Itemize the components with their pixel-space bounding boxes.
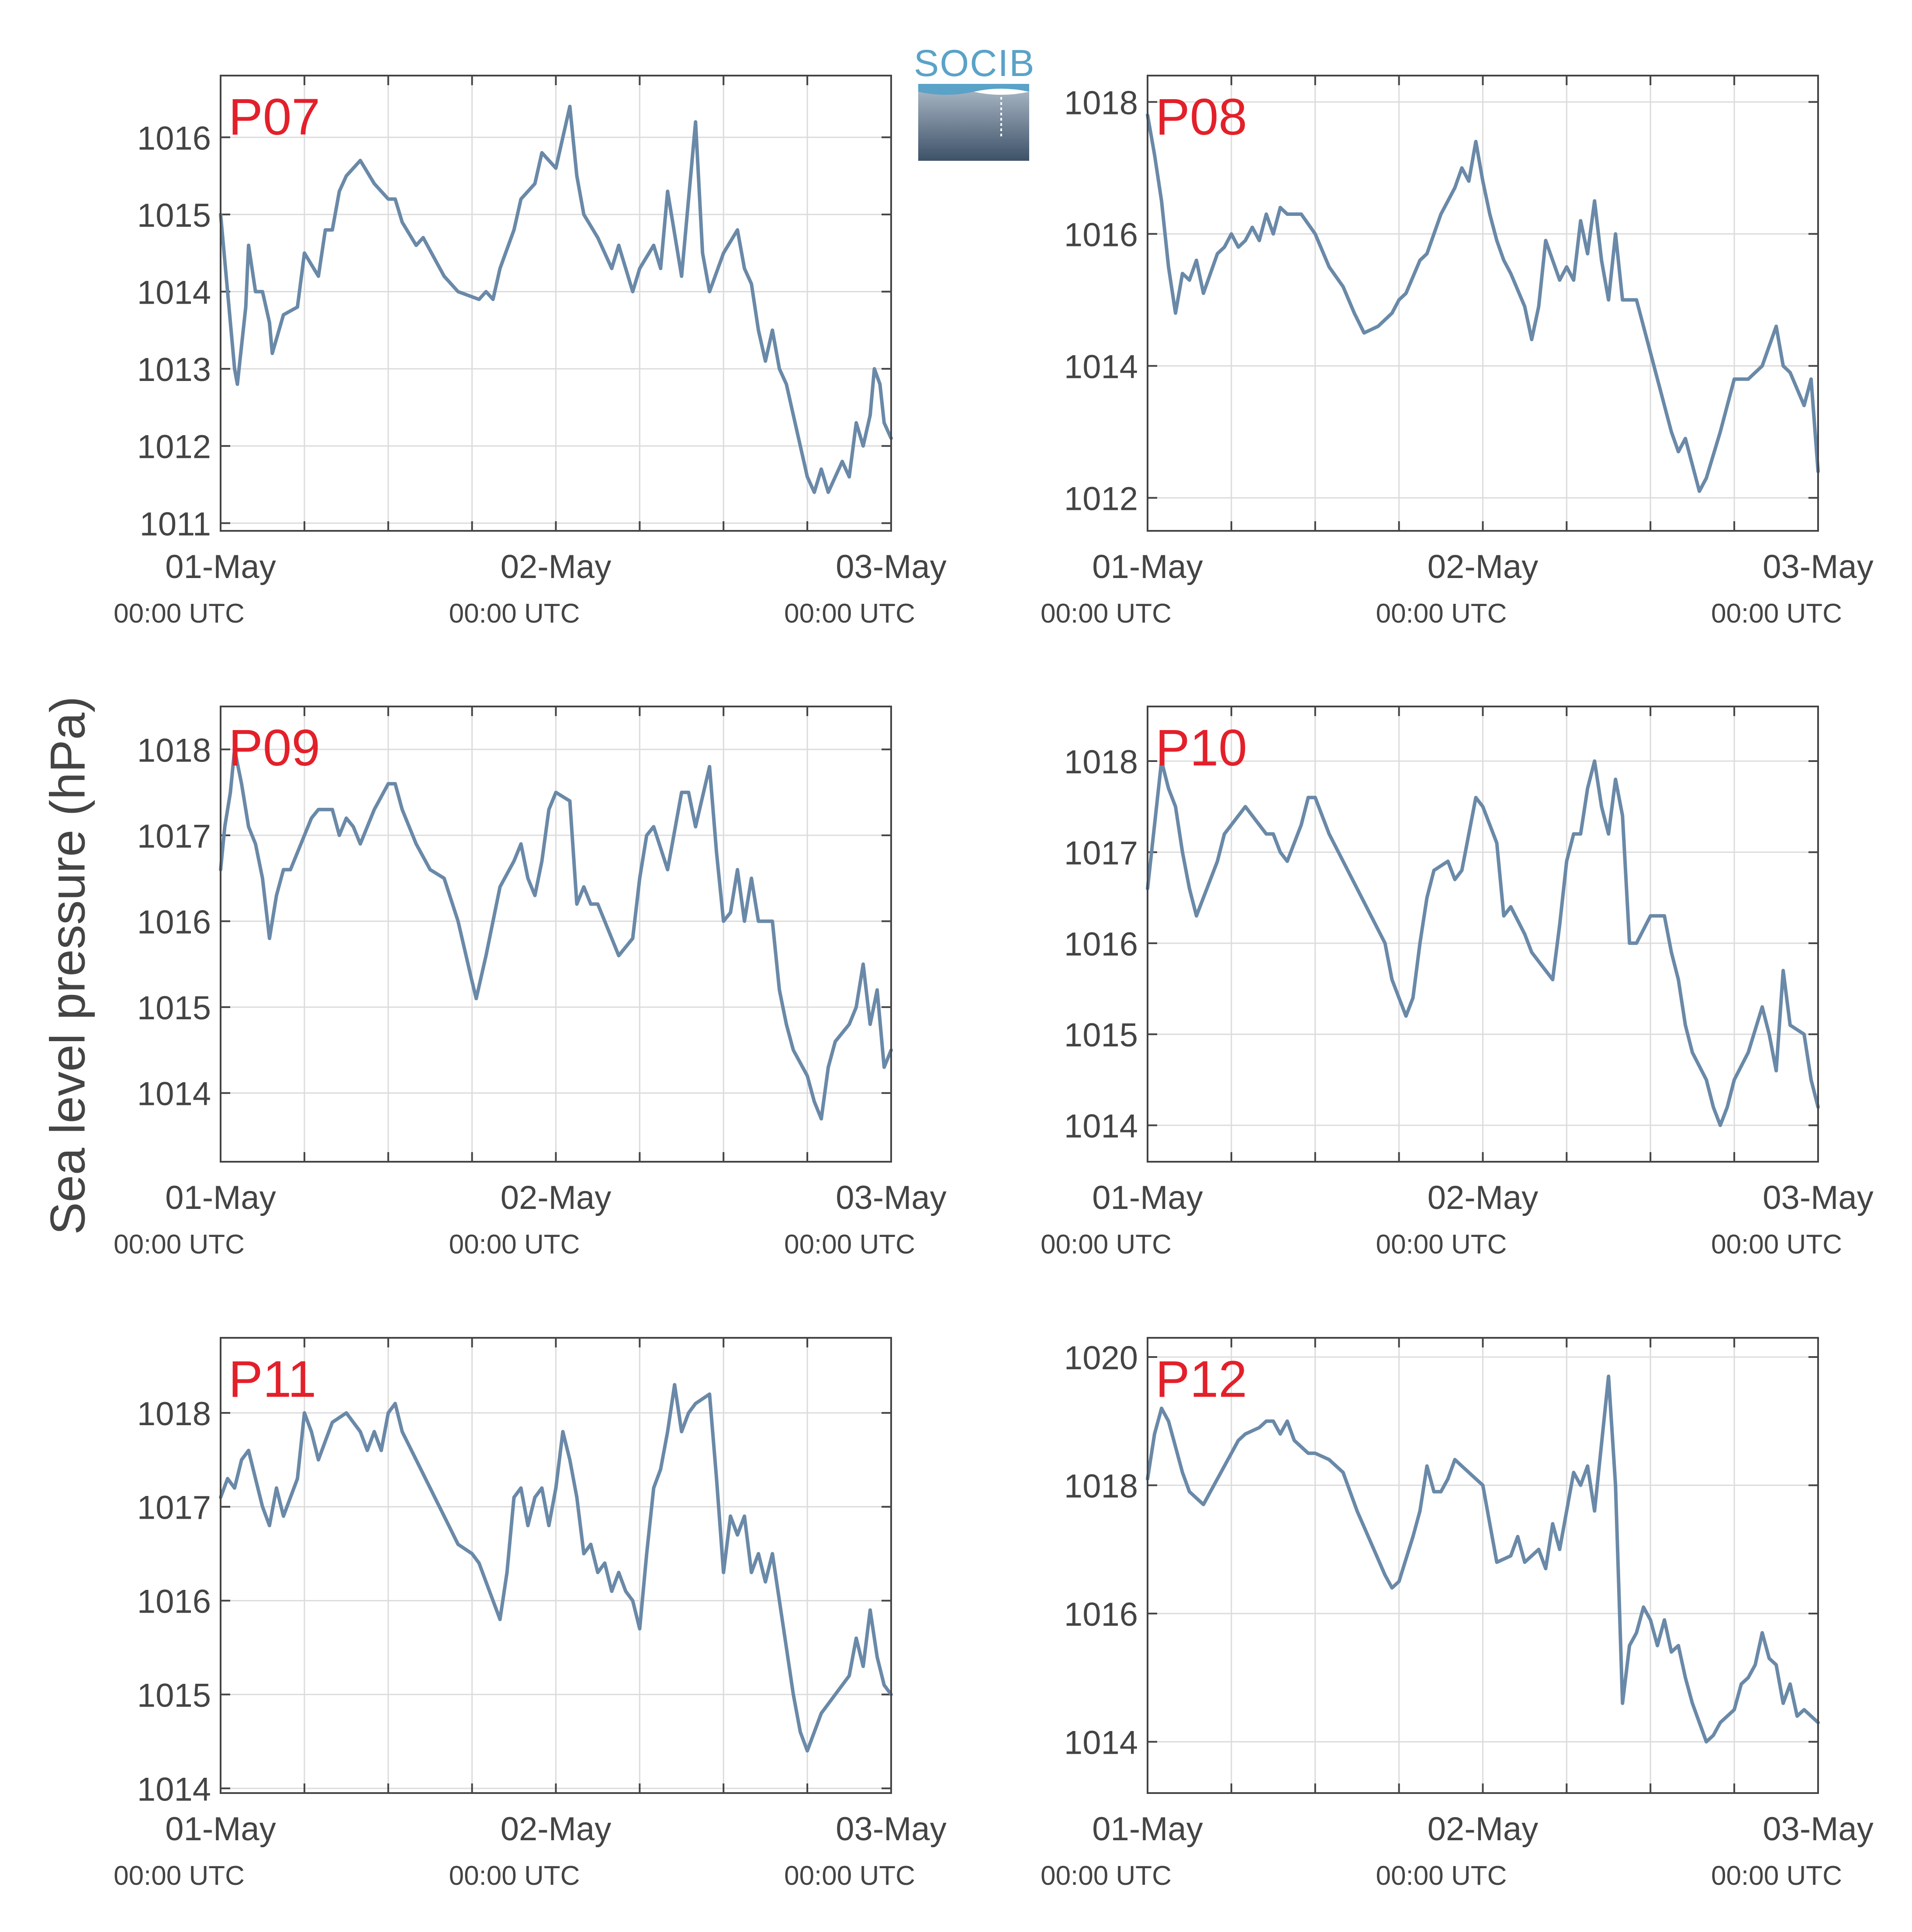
y-tick-label: 1020 (1064, 1340, 1138, 1377)
panel-p07: 1011 1012 1013 1014 1015 1016 01-May 00:00 UTC 0… (114, 75, 947, 629)
x-tick-label-date: 01-May (165, 1811, 276, 1848)
x-tick-label-date: 01-May (1092, 548, 1203, 585)
station-label: P09 (228, 719, 320, 777)
axes-frame (1147, 706, 1819, 1163)
x-tick-label-time: 00:00 UTC (1376, 1229, 1507, 1260)
axes-frame (220, 706, 892, 1163)
y-tick-label: 1016 (137, 904, 211, 941)
y-tick-label: 1016 (137, 120, 211, 157)
x-tick-label-date: 01-May (165, 1179, 276, 1216)
x-tick-label-time: 00:00 UTC (1711, 1229, 1842, 1260)
series-line (219, 748, 893, 1121)
x-tick-label-time: 00:00 UTC (1711, 1861, 1842, 1891)
x-tick-label-time: 00:00 UTC (449, 599, 580, 629)
y-tick-label: 1016 (1064, 926, 1138, 963)
x-tick-label-date: 03-May (1763, 548, 1873, 585)
axes-frame (220, 75, 892, 532)
x-tick-label-time: 00:00 UTC (449, 1229, 580, 1260)
x-tick-label-date: 03-May (836, 1811, 946, 1848)
y-tick-label: 1015 (137, 1677, 211, 1714)
y-tick-label: 1014 (1064, 348, 1138, 385)
y-tick-label: 1017 (137, 1489, 211, 1527)
x-tick-label-date: 01-May (1092, 1179, 1203, 1216)
socib-logo-graphic (918, 84, 1029, 161)
x-tick-label-date: 02-May (1428, 548, 1538, 585)
x-tick-label-time: 00:00 UTC (1041, 1229, 1172, 1260)
series-line (1146, 113, 1820, 493)
axes-frame (220, 1337, 892, 1794)
x-tick-label-date: 03-May (1763, 1811, 1873, 1848)
series-line (219, 104, 893, 494)
station-label: P07 (228, 88, 320, 146)
y-tick-label: 1014 (1064, 1724, 1138, 1762)
y-tick-label: 1014 (137, 1771, 211, 1808)
x-tick-label-time: 00:00 UTC (1376, 599, 1507, 629)
x-tick-label-date: 02-May (1428, 1811, 1538, 1848)
x-tick-label-date: 02-May (1428, 1179, 1538, 1216)
socib-logo-text: SOCIB (914, 42, 1035, 84)
x-tick-label-time: 00:00 UTC (784, 1229, 915, 1260)
y-tick-label: 1012 (1064, 480, 1138, 517)
y-tick-label: 1017 (1064, 834, 1138, 872)
x-tick-label-date: 01-May (165, 548, 276, 585)
x-tick-label-date: 03-May (836, 1179, 946, 1216)
y-tick-label: 1016 (137, 1583, 211, 1620)
y-tick-label: 1011 (140, 506, 211, 543)
series-line (1146, 759, 1820, 1127)
x-tick-label-time: 00:00 UTC (1041, 599, 1172, 629)
axes-frame (1147, 75, 1819, 532)
x-tick-label-time: 00:00 UTC (784, 599, 915, 629)
x-tick-label-time: 00:00 UTC (114, 599, 245, 629)
y-tick-label: 1018 (137, 1395, 211, 1433)
y-tick-label: 1014 (137, 274, 211, 312)
x-tick-label-time: 00:00 UTC (114, 1229, 245, 1260)
y-tick-label: 1018 (1064, 744, 1138, 781)
x-tick-label-date: 01-May (1092, 1811, 1203, 1848)
x-tick-label-date: 03-May (1763, 1179, 1873, 1216)
y-tick-label: 1018 (1064, 1468, 1138, 1505)
x-tick-label-time: 00:00 UTC (1041, 1861, 1172, 1891)
x-tick-label-date: 02-May (501, 1179, 611, 1216)
y-tick-label: 1015 (1064, 1017, 1138, 1054)
y-tick-label: 1014 (137, 1076, 211, 1113)
y-tick-label: 1016 (1064, 216, 1138, 253)
x-tick-label-time: 00:00 UTC (114, 1861, 245, 1891)
y-tick-label: 1016 (1064, 1596, 1138, 1633)
panel-p09: 1014 1015 1016 1017 1018 01-May 00:00 UTC 02-Ma… (114, 706, 947, 1260)
x-tick-label-time: 00:00 UTC (1711, 599, 1842, 629)
y-tick-label: 1018 (137, 732, 211, 769)
x-tick-label-date: 03-May (836, 548, 946, 585)
y-tick-label: 1018 (1064, 84, 1138, 121)
x-tick-label-time: 00:00 UTC (784, 1861, 915, 1891)
panel-p08: 1012 1014 1016 1018 01-May 00:00 UTC 02-May 00:… (1041, 75, 1874, 629)
station-label: P10 (1155, 719, 1247, 777)
axes-frame (1147, 1337, 1819, 1794)
y-tick-label: 1012 (137, 429, 211, 466)
y-tick-label: 1017 (137, 818, 211, 855)
series-line (219, 1383, 893, 1753)
y-tick-label: 1013 (137, 351, 211, 388)
y-tick-label: 1015 (137, 990, 211, 1027)
y-tick-label: 1015 (137, 197, 211, 234)
x-tick-label-date: 02-May (501, 548, 611, 585)
x-tick-label-time: 00:00 UTC (449, 1861, 580, 1891)
panel-p11: 1014 1015 1016 1017 1018 01-May 00:00 UTC 02-Ma… (114, 1337, 947, 1891)
station-label: P12 (1155, 1350, 1247, 1408)
series-line (1146, 1375, 1820, 1744)
station-label: P08 (1155, 88, 1247, 146)
panel-p12: 1014 1016 1018 1020 01-May 00:00 UTC 02-May 00:… (1041, 1337, 1874, 1891)
station-label: P11 (228, 1350, 316, 1408)
x-tick-label-date: 02-May (501, 1811, 611, 1848)
panel-p10: 1014 1015 1016 1017 1018 01-May 00:00 UTC 02-Ma… (1041, 706, 1874, 1260)
y-tick-label: 1014 (1064, 1108, 1138, 1145)
x-tick-label-time: 00:00 UTC (1376, 1861, 1507, 1891)
socib-logo: SOCIB (914, 44, 1034, 162)
